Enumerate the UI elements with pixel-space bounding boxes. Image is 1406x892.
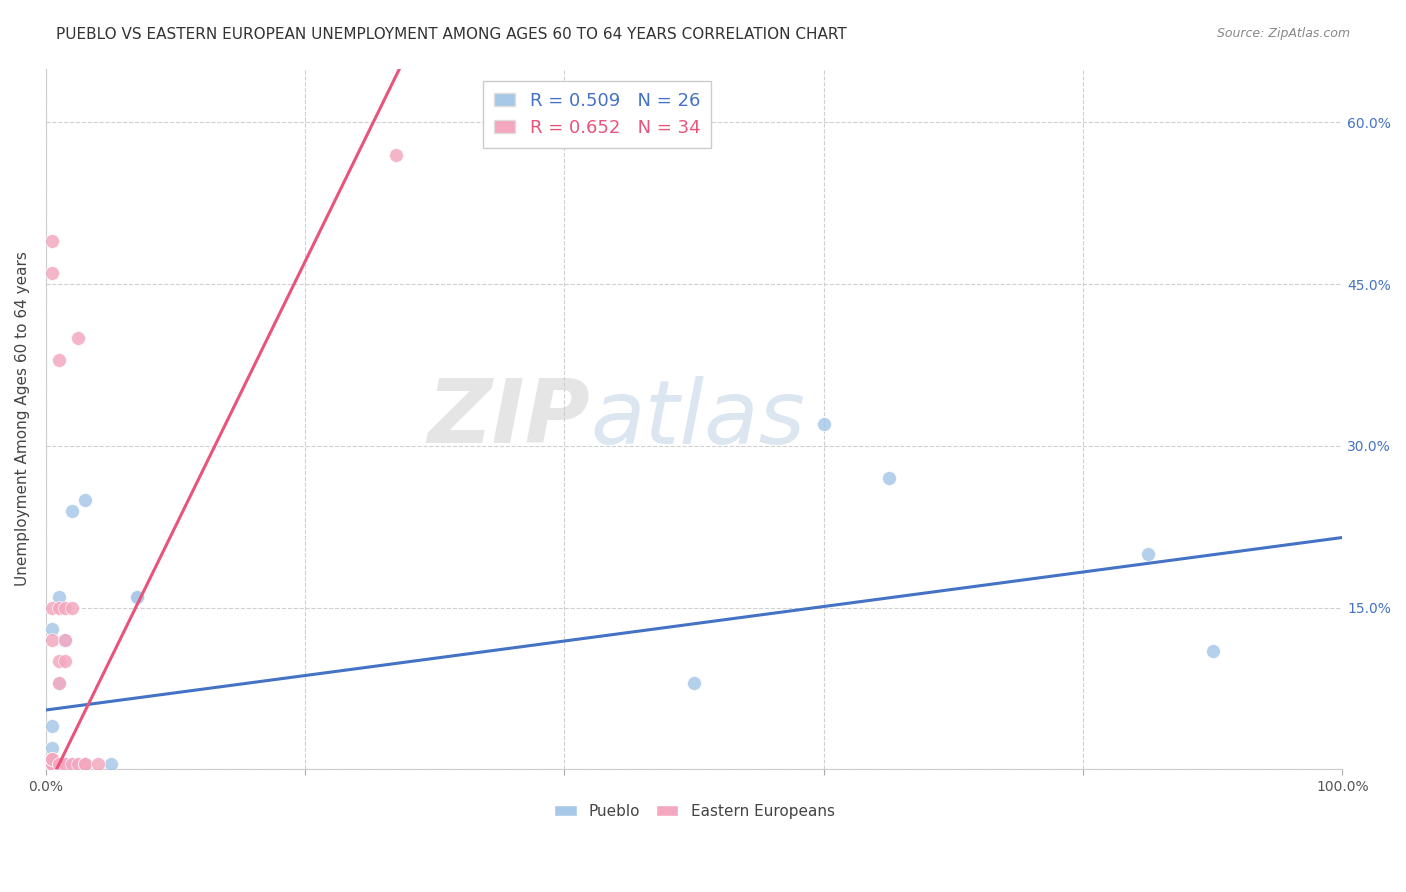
Point bbox=[41, 756, 63, 771]
Point bbox=[48, 600, 70, 615]
Point bbox=[41, 756, 63, 771]
Text: ZIP: ZIP bbox=[427, 376, 591, 462]
Point bbox=[41, 756, 63, 771]
Point bbox=[125, 590, 148, 604]
Point bbox=[41, 266, 63, 280]
Point bbox=[683, 676, 706, 690]
Point bbox=[87, 756, 110, 771]
Point bbox=[55, 600, 77, 615]
Point bbox=[41, 751, 63, 765]
Point bbox=[41, 756, 63, 771]
Point bbox=[100, 756, 122, 771]
Point bbox=[73, 492, 96, 507]
Point bbox=[55, 632, 77, 647]
Y-axis label: Unemployment Among Ages 60 to 64 years: Unemployment Among Ages 60 to 64 years bbox=[15, 252, 30, 586]
Point bbox=[41, 756, 63, 771]
Text: atlas: atlas bbox=[591, 376, 806, 462]
Point bbox=[41, 756, 63, 771]
Point bbox=[73, 756, 96, 771]
Point bbox=[67, 331, 90, 345]
Point bbox=[73, 756, 96, 771]
Point bbox=[55, 632, 77, 647]
Point bbox=[48, 756, 70, 771]
Point bbox=[877, 471, 900, 485]
Point bbox=[55, 655, 77, 669]
Point bbox=[41, 756, 63, 771]
Point bbox=[41, 756, 63, 771]
Legend: Pueblo, Eastern Europeans: Pueblo, Eastern Europeans bbox=[547, 797, 841, 825]
Point bbox=[1136, 547, 1159, 561]
Point bbox=[55, 756, 77, 771]
Point bbox=[48, 756, 70, 771]
Point bbox=[67, 756, 90, 771]
Point bbox=[41, 756, 63, 771]
Point bbox=[48, 756, 70, 771]
Point bbox=[41, 740, 63, 755]
Point bbox=[60, 600, 83, 615]
Point bbox=[55, 756, 77, 771]
Point bbox=[41, 756, 63, 771]
Point bbox=[60, 503, 83, 517]
Point bbox=[41, 600, 63, 615]
Point bbox=[813, 417, 835, 432]
Point bbox=[48, 676, 70, 690]
Point bbox=[41, 632, 63, 647]
Point bbox=[1201, 643, 1223, 657]
Point bbox=[41, 756, 63, 771]
Point bbox=[41, 751, 63, 765]
Point bbox=[41, 234, 63, 248]
Point bbox=[41, 756, 63, 771]
Point bbox=[48, 676, 70, 690]
Point bbox=[41, 756, 63, 771]
Point bbox=[48, 352, 70, 367]
Point bbox=[60, 756, 83, 771]
Point bbox=[48, 590, 70, 604]
Point bbox=[41, 622, 63, 636]
Point bbox=[41, 719, 63, 733]
Point bbox=[60, 756, 83, 771]
Point bbox=[385, 148, 408, 162]
Point bbox=[41, 756, 63, 771]
Point bbox=[41, 756, 63, 771]
Point bbox=[41, 751, 63, 765]
Text: Source: ZipAtlas.com: Source: ZipAtlas.com bbox=[1216, 27, 1350, 40]
Point bbox=[48, 655, 70, 669]
Point bbox=[73, 756, 96, 771]
Text: PUEBLO VS EASTERN EUROPEAN UNEMPLOYMENT AMONG AGES 60 TO 64 YEARS CORRELATION CH: PUEBLO VS EASTERN EUROPEAN UNEMPLOYMENT … bbox=[56, 27, 846, 42]
Point bbox=[125, 590, 148, 604]
